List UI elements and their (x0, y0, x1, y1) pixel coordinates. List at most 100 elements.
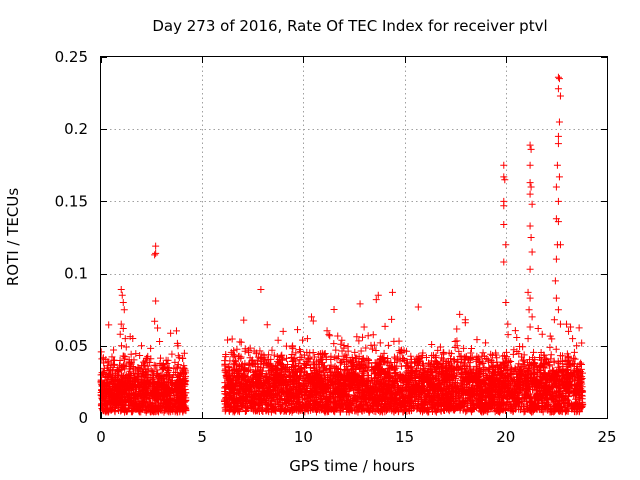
data-point (121, 365, 129, 373)
data-point (232, 361, 240, 369)
data-point (102, 405, 110, 413)
data-point (139, 362, 147, 370)
data-point (174, 398, 182, 406)
data-point (175, 354, 183, 362)
data-point (130, 390, 138, 398)
data-point (546, 343, 554, 351)
data-point (124, 384, 132, 392)
data-point (156, 403, 164, 411)
data-point (381, 322, 389, 330)
data-point (126, 376, 134, 384)
data-point (135, 370, 143, 378)
data-point (473, 336, 481, 344)
data-point (180, 349, 188, 357)
data-point (456, 310, 464, 318)
data-point (120, 361, 128, 369)
data-point (182, 397, 190, 405)
data-point (163, 359, 171, 367)
data-point (174, 376, 182, 384)
data-point (97, 348, 105, 356)
data-point (129, 362, 137, 370)
data-point (100, 364, 108, 372)
data-point (170, 399, 178, 407)
data-point (120, 385, 128, 393)
data-point (146, 359, 154, 367)
data-point (338, 347, 346, 355)
data-point (164, 389, 172, 397)
data-point (149, 386, 157, 394)
data-point (115, 387, 123, 395)
data-point (575, 324, 583, 332)
data-point (180, 392, 188, 400)
data-point (127, 372, 135, 380)
data-point (150, 380, 158, 388)
data-point (136, 352, 144, 360)
data-point (117, 405, 125, 413)
data-point (161, 406, 169, 414)
data-point (138, 389, 146, 397)
data-point (132, 350, 140, 358)
data-point (334, 332, 342, 340)
data-point (325, 331, 333, 339)
data-point (154, 324, 162, 332)
data-points (97, 73, 587, 416)
data-point (110, 360, 118, 368)
data-point (106, 404, 114, 412)
data-point (164, 403, 172, 411)
data-point (150, 368, 158, 376)
data-point (106, 383, 114, 391)
data-point (115, 367, 123, 375)
data-point (118, 391, 126, 399)
data-point (530, 348, 538, 356)
data-point (332, 346, 340, 354)
data-point (116, 357, 124, 365)
data-point (141, 406, 149, 414)
data-point (125, 405, 133, 413)
data-point (142, 385, 150, 393)
data-point (154, 408, 162, 416)
data-point (451, 337, 459, 345)
data-point (176, 375, 184, 383)
data-point (100, 368, 108, 376)
data-point (148, 407, 156, 415)
data-point (100, 391, 108, 399)
data-point (125, 404, 133, 412)
data-point (122, 343, 130, 351)
data-point (182, 407, 190, 415)
data-point (99, 354, 107, 362)
data-point (126, 359, 134, 367)
data-point (123, 389, 131, 397)
data-point (168, 406, 176, 414)
grid-layer (101, 57, 607, 418)
data-point (150, 393, 158, 401)
data-point (160, 400, 168, 408)
data-point (150, 387, 158, 395)
data-point (176, 383, 184, 391)
data-point (133, 393, 141, 401)
data-point (105, 358, 113, 366)
data-point (111, 385, 119, 393)
data-point (480, 364, 488, 372)
data-point (114, 366, 122, 374)
data-point (155, 373, 163, 381)
data-point (162, 383, 170, 391)
data-point (125, 356, 133, 364)
data-point (149, 375, 157, 383)
data-point (319, 359, 327, 367)
data-point (160, 365, 168, 373)
data-point (158, 381, 166, 389)
data-point (148, 376, 156, 384)
data-point (151, 402, 159, 410)
data-point (121, 401, 129, 409)
data-point (577, 359, 585, 367)
data-point (146, 395, 154, 403)
data-point (121, 353, 129, 361)
data-point (158, 366, 166, 374)
data-point (170, 365, 178, 373)
data-point (171, 358, 179, 366)
data-point (179, 408, 187, 416)
data-point (108, 353, 116, 361)
data-point (164, 367, 172, 375)
data-point (113, 372, 121, 380)
